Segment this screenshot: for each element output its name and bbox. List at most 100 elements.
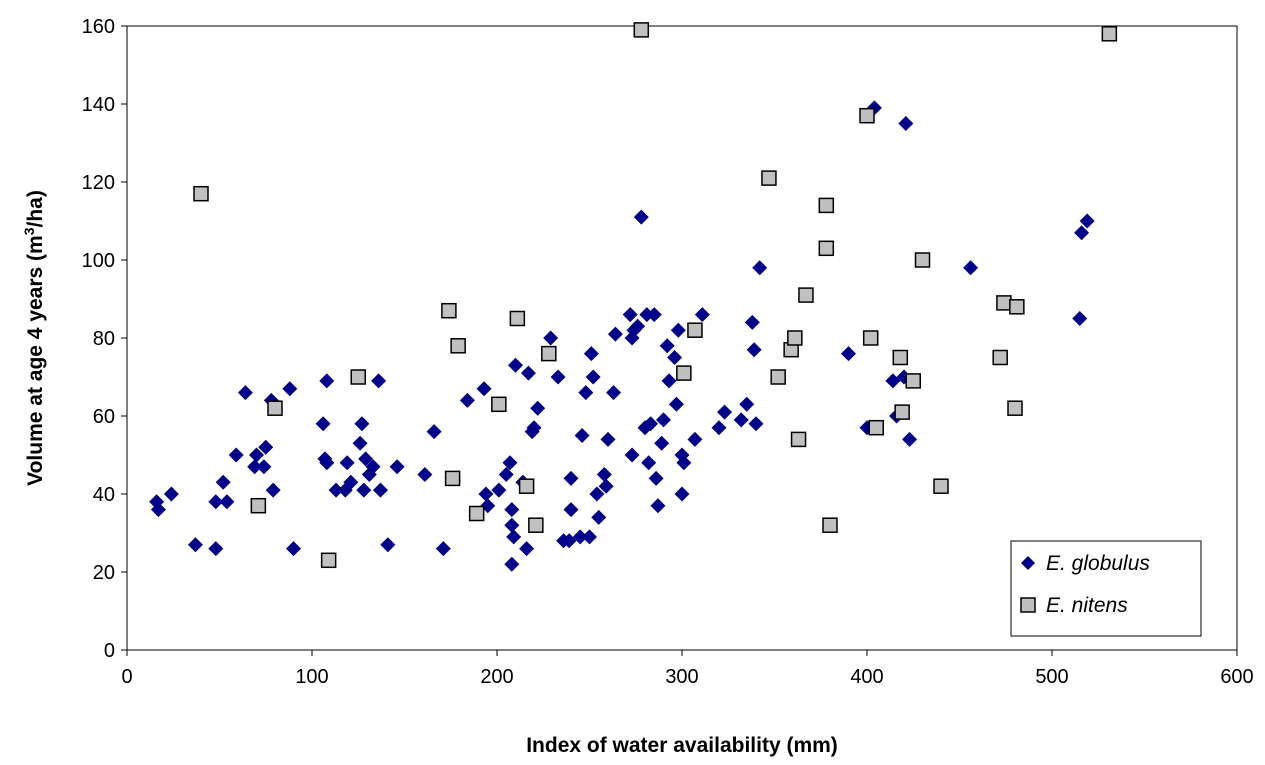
data-point-e-nitens: [761, 170, 777, 186]
data-point-e-globulus: [656, 412, 671, 428]
data-point-e-nitens: [894, 404, 910, 420]
data-point-e-nitens: [541, 345, 557, 362]
data-point-e-globulus: [459, 392, 475, 408]
data-point-e-globulus: [219, 494, 235, 510]
x-tick-label: 500: [1035, 666, 1068, 688]
data-point-e-globulus: [504, 517, 520, 533]
data-point-e-globulus: [389, 459, 405, 475]
data-point-e-globulus: [624, 447, 640, 463]
data-point-e-globulus: [319, 373, 335, 389]
data-point-e-globulus: [563, 502, 579, 518]
y-tick-label: 100: [82, 250, 115, 272]
data-point-e-nitens: [770, 369, 786, 385]
data-point-e-globulus: [319, 455, 335, 471]
data-point-e-globulus: [550, 369, 566, 385]
data-point-e-globulus: [659, 338, 675, 354]
data-point-e-nitens: [250, 497, 267, 514]
data-point-e-globulus: [502, 455, 518, 471]
data-point-e-nitens: [1007, 400, 1023, 416]
data-point-e-globulus: [237, 385, 253, 401]
data-point-e-nitens: [509, 310, 526, 327]
data-point-e-globulus: [339, 455, 355, 471]
data-point-e-nitens: [687, 322, 703, 338]
data-point-e-globulus: [578, 385, 594, 401]
data-point-e-globulus: [563, 470, 579, 486]
data-point-e-globulus: [286, 541, 301, 557]
data-point-e-globulus: [898, 116, 914, 131]
data-point-e-globulus: [598, 478, 614, 494]
data-point-e-nitens: [193, 185, 209, 202]
data-point-e-globulus: [417, 467, 433, 482]
data-point-e-globulus: [746, 342, 762, 358]
data-point-e-globulus: [228, 447, 244, 463]
data-point-e-globulus: [574, 428, 590, 443]
data-point-e-globulus: [667, 350, 683, 365]
legend-marker-e-nitens: [1020, 597, 1036, 613]
data-point-e-globulus: [354, 416, 370, 432]
data-point-e-nitens: [441, 302, 457, 319]
data-point-e-globulus: [208, 494, 224, 510]
data-point-e-globulus: [380, 537, 396, 553]
data-point-e-nitens: [1009, 299, 1025, 315]
data-point-e-globulus: [1072, 311, 1088, 326]
data-point-e-globulus: [585, 369, 601, 385]
x-axis-ticks: 0 100 200 300 400 500 600: [121, 650, 1254, 688]
data-point-e-nitens: [491, 396, 507, 413]
data-point-e-globulus: [258, 439, 274, 455]
data-point-e-nitens: [320, 552, 337, 569]
y-tick-label: 40: [93, 484, 115, 506]
data-point-e-globulus: [583, 346, 599, 362]
data-point-e-globulus: [215, 474, 231, 490]
data-point-e-globulus: [717, 404, 733, 420]
data-point-e-globulus: [187, 537, 203, 553]
data-point-e-globulus: [646, 307, 662, 323]
data-point-e-globulus: [478, 486, 494, 502]
data-point-e-globulus: [676, 455, 692, 471]
y-tick-label: 120: [82, 172, 115, 194]
data-point-e-globulus: [371, 373, 387, 389]
data-point-e-globulus: [694, 307, 710, 323]
y-tick-label: 140: [82, 94, 115, 116]
data-point-e-nitens: [992, 349, 1008, 366]
data-point-e-globulus: [435, 541, 451, 557]
data-point-e-nitens: [518, 478, 535, 494]
data-point-e-globulus: [504, 502, 520, 518]
data-point-e-globulus: [328, 482, 344, 498]
data-point-e-globulus: [687, 431, 703, 447]
data-point-e-globulus: [654, 435, 670, 451]
data-point-e-globulus: [622, 307, 638, 323]
data-point-e-nitens: [444, 470, 461, 487]
data-point-e-globulus: [530, 400, 546, 416]
y-tick-label: 20: [93, 562, 115, 584]
x-tick-label: 300: [665, 666, 698, 688]
data-point-e-globulus: [265, 482, 281, 498]
data-point-e-globulus: [358, 451, 374, 467]
data-point-e-globulus: [641, 455, 657, 471]
y-axis-title-suffix: /ha): [24, 190, 47, 227]
legend-box: [1010, 540, 1202, 637]
x-tick-label: 100: [295, 666, 328, 688]
data-point-e-globulus: [352, 435, 368, 451]
data-point-e-nitens: [862, 330, 879, 346]
data-point-e-nitens: [933, 478, 949, 494]
data-point-e-globulus: [426, 424, 442, 440]
data-point-e-nitens: [859, 107, 875, 124]
data-point-e-globulus: [356, 482, 372, 498]
data-point-e-nitens: [528, 517, 544, 533]
data-point-e-globulus: [508, 357, 523, 373]
data-point-e-globulus: [739, 396, 755, 412]
data-point-e-globulus: [520, 365, 536, 381]
data-point-e-nitens: [868, 419, 884, 436]
data-point-e-nitens: [905, 373, 921, 389]
data-point-e-globulus: [902, 431, 918, 447]
y-tick-label: 0: [104, 640, 115, 662]
data-point-e-nitens: [468, 505, 485, 522]
y-tick-label: 80: [93, 328, 115, 350]
data-point-e-nitens: [892, 349, 909, 366]
data-point-e-globulus: [1074, 225, 1090, 241]
data-point-e-globulus: [591, 509, 607, 525]
data-point-e-globulus: [504, 556, 520, 572]
legend-marker-e-globulus: [1021, 556, 1035, 570]
data-point-e-globulus: [963, 260, 979, 276]
